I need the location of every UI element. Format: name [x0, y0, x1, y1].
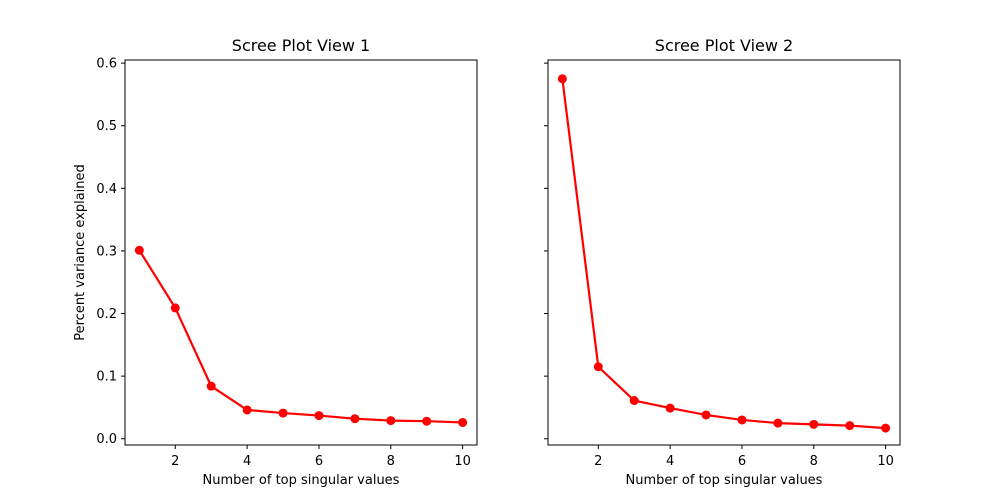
x-tick-label: 6: [738, 454, 746, 469]
x-axis-label: Number of top singular values: [203, 473, 400, 488]
data-point: [701, 410, 711, 420]
x-tick-label: 8: [387, 454, 395, 469]
series-line: [138, 249, 464, 424]
data-point: [206, 381, 216, 391]
data-point: [593, 362, 603, 372]
x-tick-label: 4: [666, 454, 674, 469]
plot-frame: [547, 59, 901, 446]
data-point: [845, 421, 855, 431]
chart-panel-1: 2 4 6 8 10 0.0 0.1 0.2 0.3 0.4 0.5 0.6 Scree Plot Vi…: [73, 36, 478, 488]
x-tick-label: 6: [315, 454, 323, 469]
data-point: [134, 245, 144, 255]
data-point: [350, 414, 360, 424]
data-point: [557, 74, 567, 84]
data-point: [458, 417, 468, 427]
data-point: [881, 423, 891, 433]
x-tick-label: 10: [454, 454, 471, 469]
data-point: [278, 408, 288, 418]
y-axis-label: Percent variance explained: [73, 164, 88, 341]
y-tick-label: 0.0: [96, 432, 117, 447]
x-tick-label: 4: [243, 454, 251, 469]
y-tick-label: 0.5: [96, 119, 117, 134]
data-point: [773, 418, 783, 428]
chart-title: Scree Plot View 2: [655, 36, 793, 55]
data-point: [422, 416, 432, 426]
x-tick-label: 8: [810, 454, 818, 469]
data-point: [665, 403, 675, 413]
y-tick-label: 0.4: [96, 182, 117, 197]
data-point: [314, 411, 324, 421]
x-axis-label: Number of top singular values: [626, 473, 823, 488]
data-point: [737, 415, 747, 425]
data-point: [629, 396, 639, 406]
y-tick-label: 0.6: [96, 57, 117, 72]
data-point: [809, 419, 819, 429]
data-point: [170, 303, 180, 313]
chart-title: Scree Plot View 1: [232, 36, 370, 55]
series-line: [561, 77, 887, 430]
x-tick-label: 10: [877, 454, 894, 469]
y-tick-label: 0.1: [96, 370, 117, 385]
chart-panel-2: 2 4 6 8 10 Scree Plot View 2 Number of top sin…: [544, 36, 901, 488]
x-tick-label: 2: [594, 454, 602, 469]
data-point: [386, 416, 396, 426]
y-tick-label: 0.3: [96, 244, 117, 259]
data-point: [242, 405, 252, 415]
plot-frame: [124, 59, 478, 446]
y-tick-label: 0.2: [96, 307, 117, 322]
x-tick-label: 2: [171, 454, 179, 469]
